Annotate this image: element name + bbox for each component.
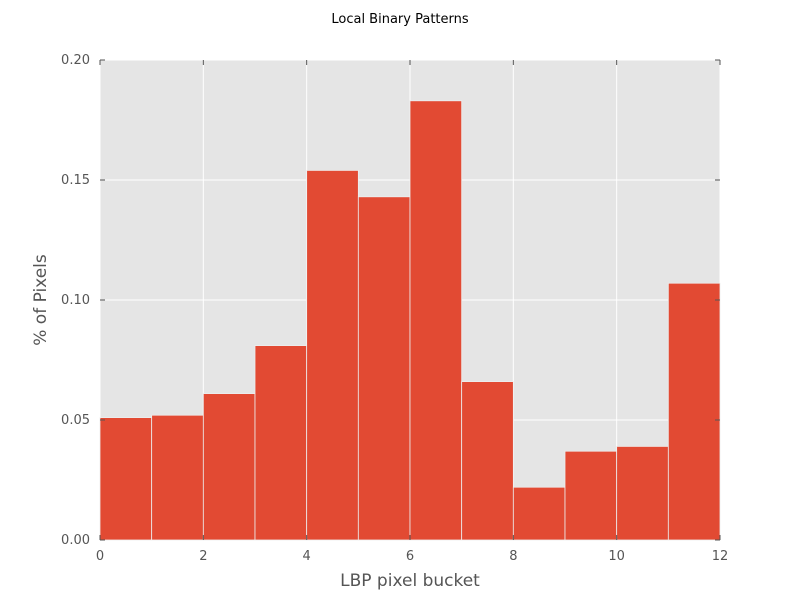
histogram-bar	[357, 196, 411, 541]
histogram-bar	[202, 393, 256, 541]
y-tick-label: 0.05	[61, 413, 90, 428]
histogram-bar	[306, 169, 359, 541]
y-tick-label: 0.10	[61, 293, 90, 308]
y-tick-labels: 0.00 0.05 0.10 0.15 0.20	[61, 53, 90, 548]
chart-title: Local Binary Patterns	[331, 12, 469, 27]
y-tick-label: 0.15	[61, 173, 90, 188]
y-axis-label: % of Pixels	[31, 254, 51, 346]
x-tick-label: 2	[199, 549, 207, 564]
histogram-bar	[99, 417, 153, 541]
x-tick-label: 6	[406, 549, 414, 564]
histogram-bar	[616, 445, 669, 541]
histogram-bar	[564, 450, 618, 541]
axis-ticks	[99, 59, 721, 541]
histogram-bar	[254, 345, 308, 541]
histogram-bar	[409, 100, 463, 541]
x-tick-label: 10	[608, 549, 625, 564]
histogram-bar	[667, 282, 721, 541]
histogram-bar	[461, 381, 514, 541]
histogram-bar	[151, 414, 204, 541]
histogram-bar	[512, 486, 566, 541]
x-axis-label: LBP pixel bucket	[340, 571, 480, 591]
x-tick-labels: 0 2 4 6 8 10 12	[96, 549, 728, 564]
bars	[99, 100, 721, 541]
x-tick-label: 8	[509, 549, 517, 564]
x-tick-label: 0	[96, 549, 104, 564]
y-tick-label: 0.20	[61, 53, 90, 68]
y-tick-label: 0.00	[61, 533, 90, 548]
x-tick-label: 4	[303, 549, 311, 564]
x-tick-label: 12	[712, 549, 729, 564]
